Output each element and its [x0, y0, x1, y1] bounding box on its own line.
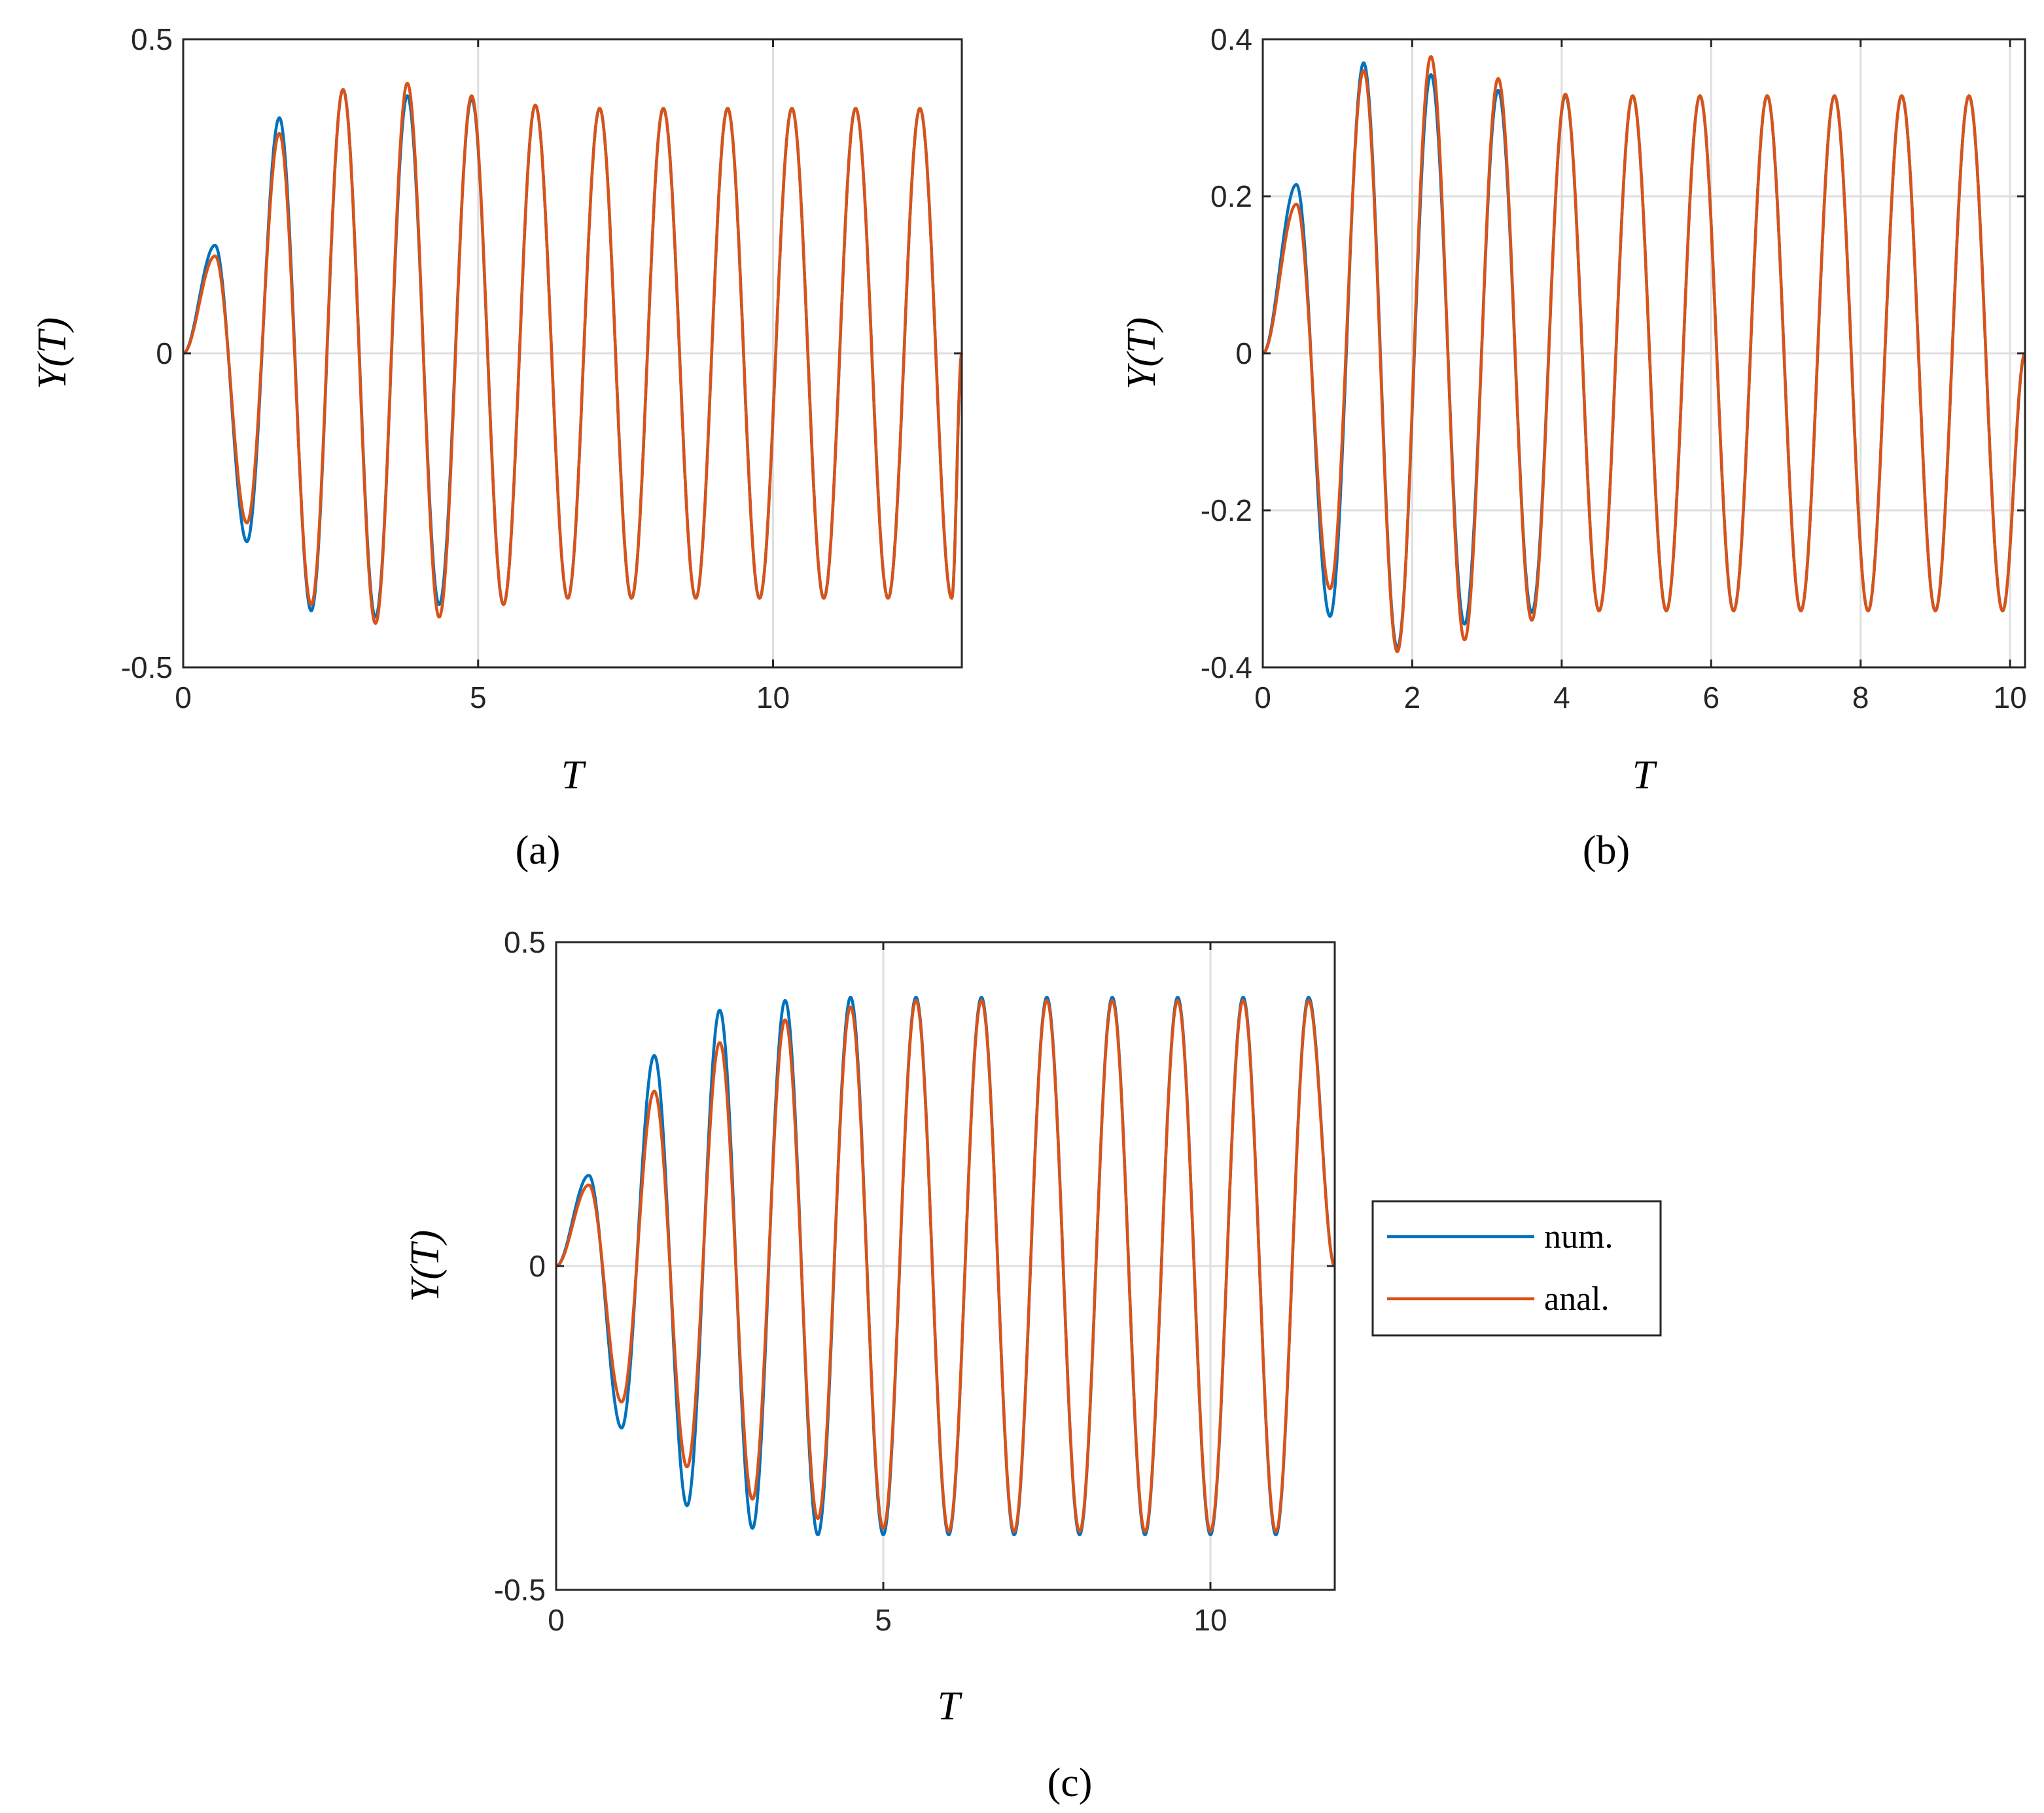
panel-a-x-tick-label: 0 [175, 680, 192, 714]
panel-b-y-tick-label: 0 [1235, 336, 1252, 370]
panel-a-x-axis-label: T [561, 753, 587, 798]
panel-b-series-anal-line [1261, 55, 2026, 654]
panel-a-y-tick-label: 0 [156, 336, 173, 370]
panel-b: 0 2 4 6 8 10 -0.4 -0.2 0 0.2 0.4 T Y(T) (b) [1119, 22, 2027, 873]
panel-a: 0 5 10-0.500.5 T Y(T) (a) [30, 22, 964, 873]
panel-c-x-tick-label: 5 [875, 1603, 892, 1637]
panel-a-series-anal-line [182, 81, 964, 625]
panel-c-x-tick-label: 0 [548, 1603, 565, 1637]
panel-b-y-tick-label: 0.2 [1210, 179, 1252, 213]
panel-b-x-tick-label: 0 [1254, 680, 1271, 714]
panel-b-y-axis-label: Y(T) [1119, 317, 1164, 389]
panel-b-y-tick-label: -0.2 [1201, 493, 1252, 527]
panel-b-x-axis-label: T [1632, 753, 1658, 798]
panel-c-x-axis-label: T [938, 1684, 963, 1729]
panel-a-y-tick-label: 0.5 [131, 22, 173, 56]
panel-a-x-tick-label: 5 [470, 680, 487, 714]
panel-c-series-anal-line [555, 998, 1336, 1534]
legend-box [1371, 1200, 1662, 1337]
panel-c-y-tick-label: 0.5 [504, 925, 546, 959]
panel-a-x-tick-label: 10 [756, 680, 790, 714]
legend-label-num: num. [1544, 1218, 1613, 1256]
panel-b-x-tick-label: 4 [1553, 680, 1570, 714]
panel-b-label: (b) [1583, 828, 1630, 873]
panel-c-y-axis-label: Y(T) [403, 1230, 448, 1302]
legend-label-anal: anal. [1544, 1280, 1610, 1318]
legend: num. anal. [1371, 1200, 1662, 1337]
panel-c-y-tick-label: -0.5 [494, 1573, 546, 1607]
panel-b-y-tick-label: -0.4 [1201, 650, 1252, 684]
panel-b-x-tick-label: 10 [1994, 680, 2027, 714]
panel-a-y-tick-label: -0.5 [121, 650, 173, 684]
panel-c-y-tick-label: 0 [529, 1249, 546, 1283]
panel-b-x-tick-label: 2 [1404, 680, 1421, 714]
panel-a-y-axis-label: Y(T) [30, 317, 75, 389]
panel-c-x-tick-label: 10 [1193, 1603, 1227, 1637]
panel-c: 0 5 10-0.500.5 T Y(T) (c) [403, 925, 1336, 1805]
panel-c-label: (c) [1048, 1761, 1093, 1805]
panel-b-y-tick-label: 0.4 [1210, 22, 1252, 56]
panel-b-x-tick-label: 8 [1852, 680, 1869, 714]
panel-a-label: (a) [516, 828, 561, 873]
panel-b-x-tick-label: 6 [1702, 680, 1719, 714]
